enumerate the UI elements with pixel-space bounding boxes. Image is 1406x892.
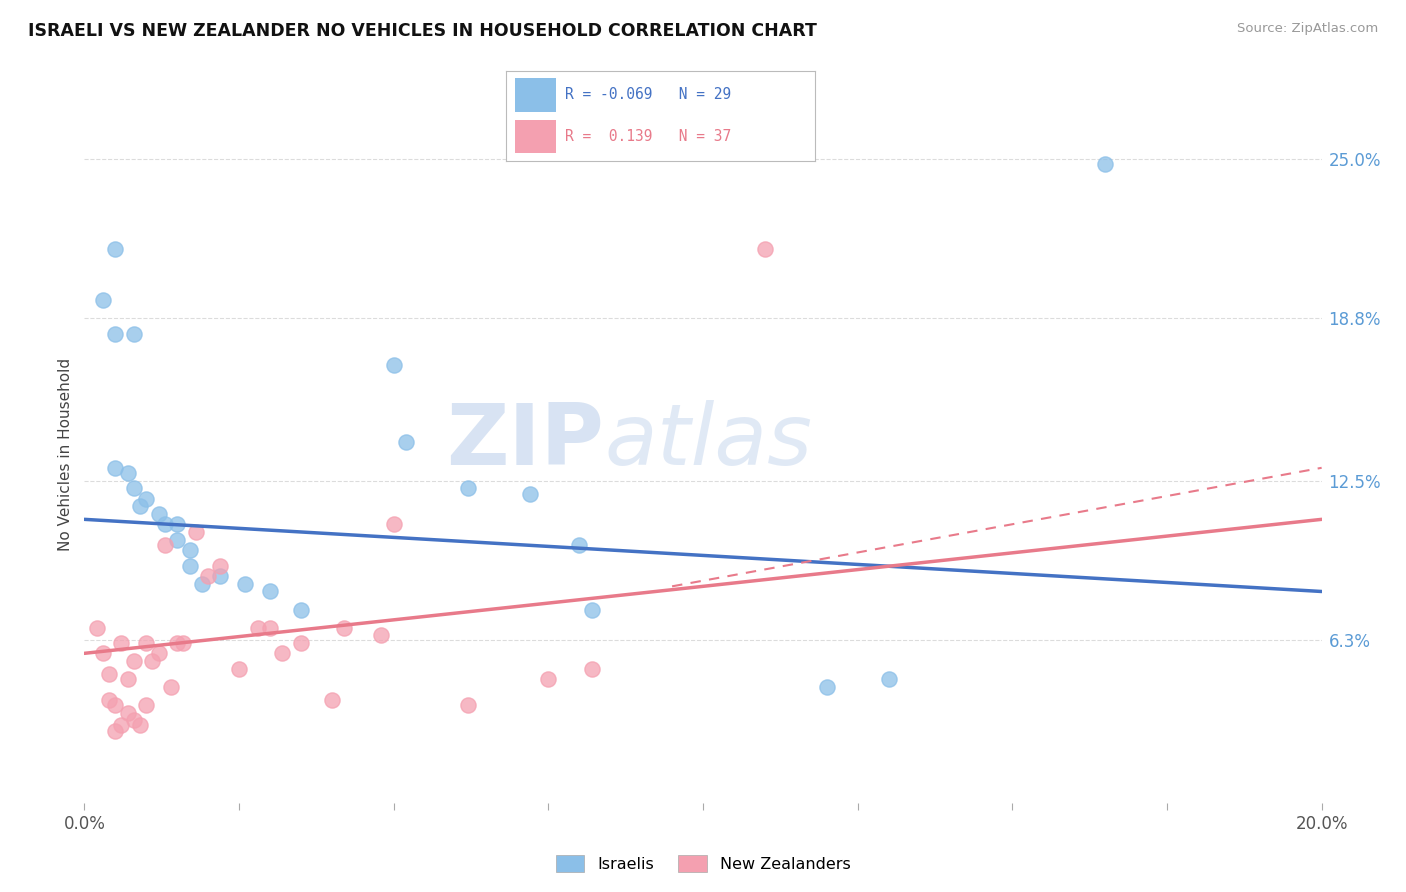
Point [568,538,591,552]
Point [209,569,232,583]
Point [117,466,139,480]
Point [141,654,163,668]
Point [135,698,157,712]
Text: atlas: atlas [605,400,813,483]
Point [135,636,157,650]
Point [259,621,281,635]
Point [98,667,121,681]
Point [370,628,392,642]
Point [179,543,201,558]
Point [110,718,132,732]
Point [321,692,343,706]
Bar [516,120,555,153]
Bar [516,78,555,112]
Point [395,435,418,450]
Point [184,525,207,540]
Point [166,533,188,547]
Point [519,486,541,500]
Text: Source: ZipAtlas.com: Source: ZipAtlas.com [1237,22,1378,36]
Point [129,718,152,732]
Point [877,672,900,686]
Text: ISRAELI VS NEW ZEALANDER NO VEHICLES IN HOUSEHOLD CORRELATION CHART: ISRAELI VS NEW ZEALANDER NO VEHICLES IN … [28,22,817,40]
Point [104,460,127,475]
Point [457,482,479,496]
Point [110,636,132,650]
Point [148,507,170,521]
Point [135,491,157,506]
Point [581,662,603,676]
Point [86,621,108,635]
Point [179,558,201,573]
Point [1094,157,1116,171]
Point [104,242,127,256]
Text: R = -0.069   N = 29: R = -0.069 N = 29 [565,87,731,102]
Point [382,358,405,372]
Point [166,636,188,650]
Point [122,482,145,496]
Text: R =  0.139   N = 37: R = 0.139 N = 37 [565,129,731,144]
Point [228,662,250,676]
Y-axis label: No Vehicles in Household: No Vehicles in Household [58,359,73,551]
Point [98,692,121,706]
Point [815,680,838,694]
Point [333,621,356,635]
Point [153,538,176,552]
Point [172,636,194,650]
Text: ZIP: ZIP [446,400,605,483]
Point [290,636,312,650]
Point [537,672,560,686]
Point [117,706,139,720]
Point [104,698,127,712]
Point [129,500,152,514]
Point [122,654,145,668]
Point [290,602,312,616]
Point [122,326,145,341]
Point [246,621,269,635]
Point [104,723,127,738]
Point [104,326,127,341]
Legend: Israelis, New Zealanders: Israelis, New Zealanders [550,849,856,879]
Point [209,558,232,573]
Point [271,646,294,660]
Point [153,517,176,532]
Point [160,680,183,694]
Point [122,714,145,728]
Point [382,517,405,532]
Point [166,517,188,532]
Point [197,569,219,583]
Point [259,584,281,599]
Point [581,602,603,616]
Point [91,293,114,308]
Point [91,646,114,660]
Point [754,242,776,256]
Point [457,698,479,712]
Point [233,576,256,591]
Point [191,576,214,591]
Point [148,646,170,660]
Point [117,672,139,686]
